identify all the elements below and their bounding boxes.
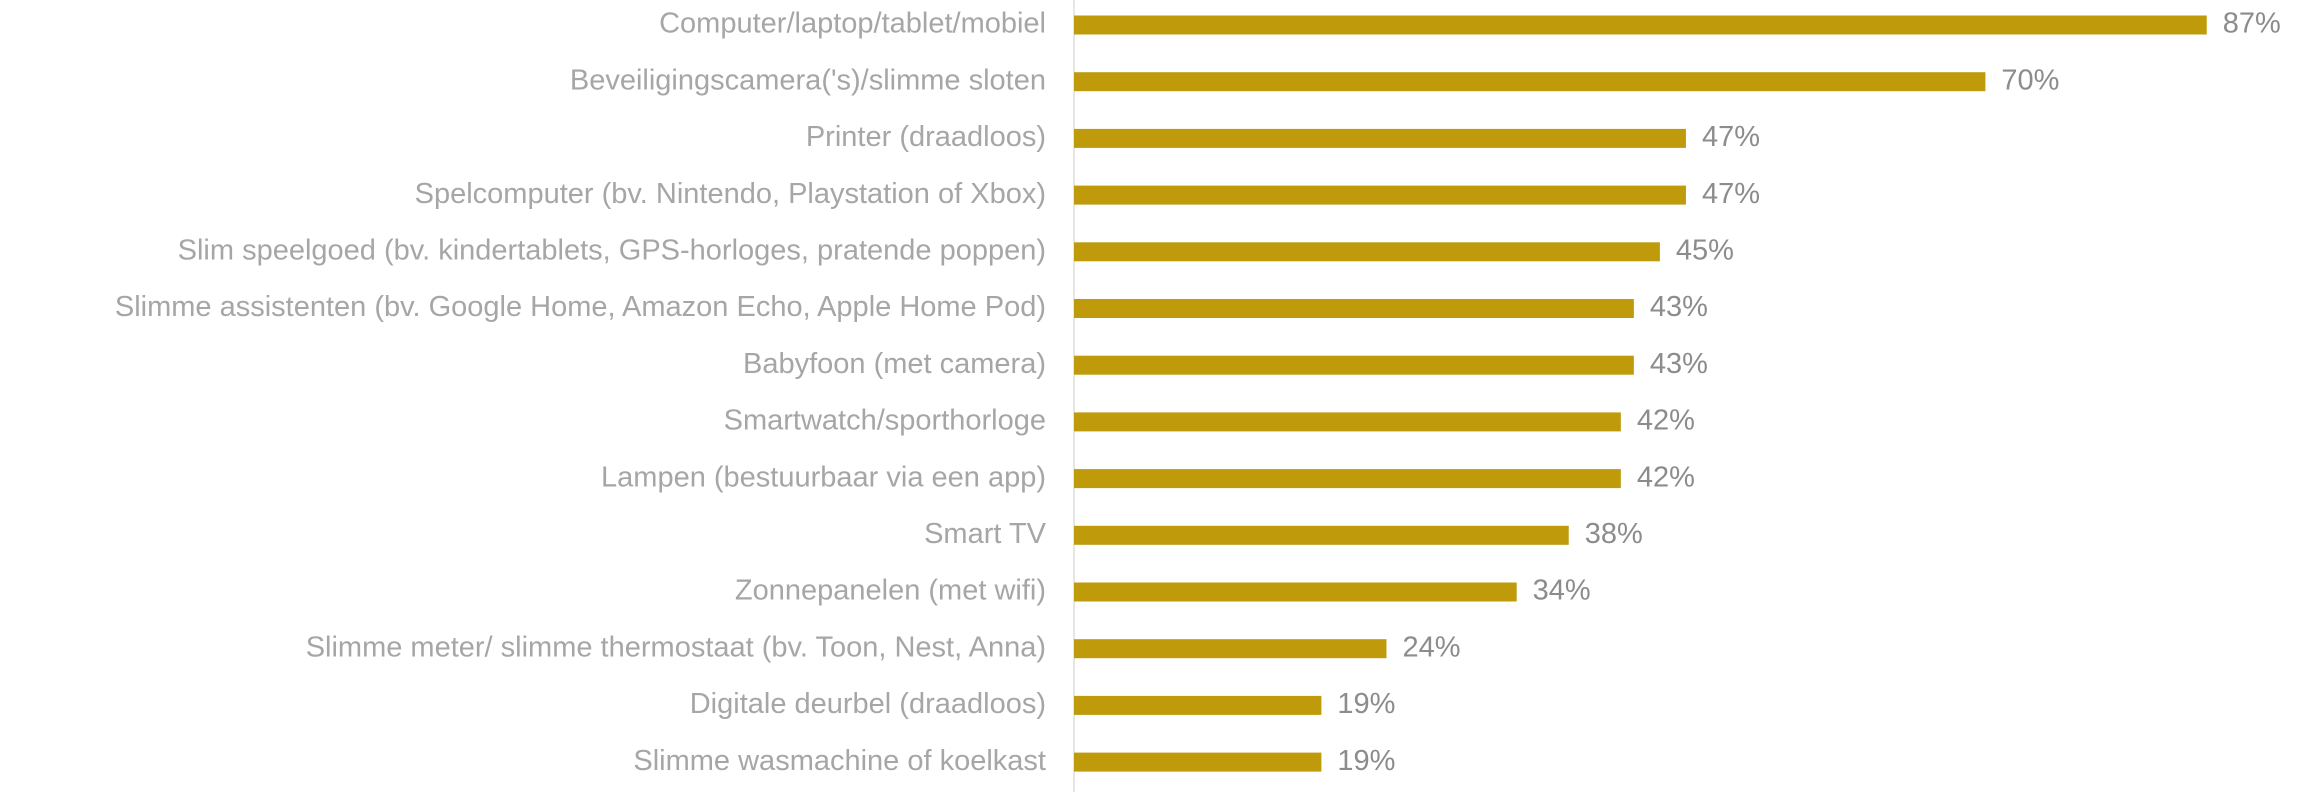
category-label: Spelcomputer (bv. Nintendo, Playstation …	[415, 178, 1046, 210]
bar	[1074, 469, 1621, 489]
category-label: Slimme meter/ slimme thermostaat (bv. To…	[306, 631, 1046, 663]
category-label: Slimme assistenten (bv. Google Home, Ama…	[115, 291, 1046, 323]
bar	[1074, 299, 1634, 318]
value-label: 42%	[1637, 461, 1695, 493]
value-label: 47%	[1702, 121, 1760, 153]
value-label: 34%	[1533, 575, 1591, 607]
bar	[1074, 639, 1387, 659]
category-label: Babyfoon (met camera)	[743, 348, 1046, 380]
value-label: 42%	[1637, 405, 1695, 437]
category-label: Slimme wasmachine of koelkast	[633, 745, 1046, 777]
bar	[1074, 15, 2207, 35]
value-label: 43%	[1650, 291, 1708, 323]
bar	[1074, 128, 1686, 148]
category-label: Smart TV	[924, 518, 1047, 550]
value-label: 19%	[1337, 688, 1395, 720]
bar	[1074, 412, 1621, 432]
value-label: 87%	[2223, 8, 2281, 40]
value-label: 45%	[1676, 234, 1734, 266]
category-label: Digitale deurbel (draadloos)	[690, 688, 1046, 720]
value-label: 70%	[2001, 64, 2059, 96]
value-label: 24%	[1402, 631, 1460, 663]
bar	[1074, 242, 1660, 262]
bar	[1074, 525, 1569, 545]
category-label: Printer (draadloos)	[806, 121, 1046, 153]
bar	[1074, 695, 1322, 715]
category-label: Slim speelgoed (bv. kindertablets, GPS-h…	[178, 234, 1046, 266]
bar	[1074, 72, 1986, 92]
value-label: 47%	[1702, 178, 1760, 210]
bar	[1074, 752, 1322, 772]
value-label: 43%	[1650, 348, 1708, 380]
category-label: Computer/laptop/tablet/mobiel	[659, 8, 1046, 40]
category-label: Beveiligingscamera('s)/slimme sloten	[570, 64, 1046, 96]
bar	[1074, 582, 1517, 602]
category-label: Smartwatch/sporthorloge	[724, 405, 1046, 437]
bar	[1074, 355, 1634, 375]
category-label: Zonnepanelen (met wifi)	[735, 575, 1046, 607]
bar	[1074, 185, 1686, 205]
category-label: Lampen (bestuurbaar via een app)	[601, 461, 1046, 493]
value-label: 38%	[1585, 518, 1643, 550]
value-label: 19%	[1337, 745, 1395, 777]
